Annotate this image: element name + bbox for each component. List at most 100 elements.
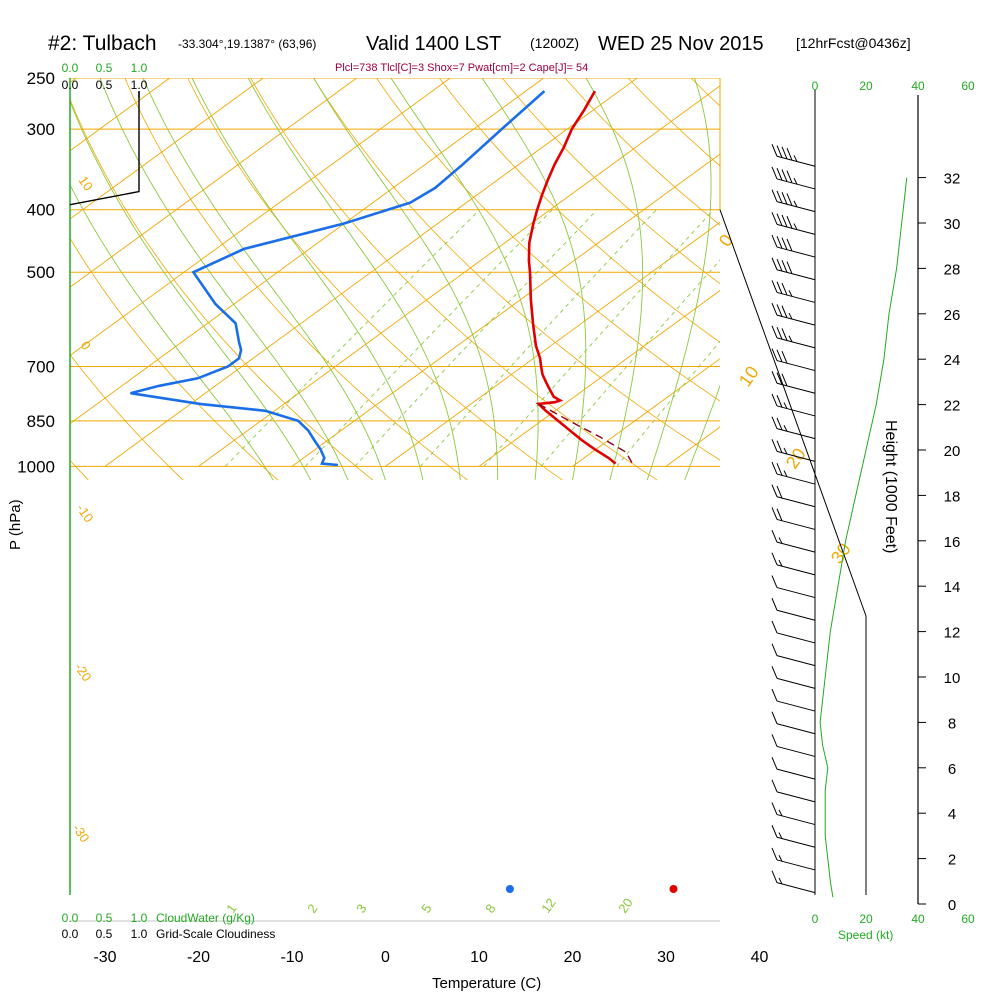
wind-barb-staff: [776, 723, 816, 735]
wind-barb-flag: [771, 484, 778, 497]
wind-barb: [771, 325, 816, 349]
wind-barb-flag: [771, 847, 778, 861]
right-panel-layer: 0020204040606002468101214161820222426283…: [719, 79, 975, 926]
speed-tick-bottom: 0: [812, 912, 819, 926]
wind-barb-flag: [771, 779, 778, 793]
wind-barb-staff: [776, 655, 816, 667]
wind-barb-flag: [776, 190, 783, 204]
wind-barb-flag: [771, 280, 778, 293]
wind-barb-flag: [781, 146, 788, 160]
height-tick-label: 14: [944, 579, 961, 596]
dry-adiabat-line: [70, 237, 279, 481]
moist-adiabat-line: [722, 78, 879, 480]
cloudwater-tick-top: 0.0: [62, 61, 79, 75]
wind-barb-flag: [781, 305, 788, 318]
dry-adiabat-line: [376, 78, 720, 402]
wind-barb-staff: [776, 450, 816, 462]
wind-barb-flag: [776, 372, 783, 385]
speed-tick-top: 40: [911, 79, 925, 93]
height-tick-label: 2: [948, 852, 956, 869]
height-tick-label: 24: [944, 352, 961, 369]
dry-adiabat-line: [70, 98, 374, 481]
temperature-tick-label: -10: [280, 949, 303, 966]
isotherm-label: -30: [70, 821, 93, 845]
wind-barb: [771, 643, 816, 667]
wind-barb-flag: [781, 373, 788, 387]
moist-adiabat-line: [247, 78, 461, 481]
dry-adiabat-line: [817, 78, 1000, 480]
x-axis-title: Temperature (C): [432, 975, 541, 992]
parcel-line: [538, 403, 634, 464]
wind-barb-flag: [771, 302, 778, 316]
moist-adiabat-line: [834, 78, 1000, 480]
wind-barb-half: [778, 559, 783, 567]
sounding-layer: [69, 90, 678, 893]
temperature-tick-label: -30: [93, 949, 116, 966]
pressure-tick-label: 500: [27, 263, 55, 282]
cloudwater-tick-top: 1.0: [131, 61, 148, 75]
dry-adiabat-layer: [70, 78, 1000, 481]
wind-barb-half: [783, 402, 788, 409]
pressure-tick-label: 250: [27, 69, 55, 88]
wind-barb-flag: [771, 257, 778, 270]
wind-barb-half: [778, 832, 783, 839]
wind-speed-line: [819, 177, 908, 898]
speed-tick-top: 20: [859, 79, 873, 93]
wind-barb-staff: [776, 473, 816, 485]
wind-barb: [771, 825, 816, 848]
wind-barb: [771, 348, 816, 372]
moist-adiabat-line: [191, 78, 424, 481]
wind-barb: [771, 189, 816, 213]
moist-adiabat-line: [684, 384, 720, 481]
isotherm-label: -10: [74, 501, 97, 525]
wind-barb-half: [788, 312, 793, 320]
wind-barb-staff: [776, 269, 816, 281]
wind-barb: [771, 598, 816, 621]
wind-barb: [771, 393, 816, 417]
height-tick-label: 18: [944, 488, 961, 505]
wind-barb-half: [793, 223, 798, 230]
wind-barb-staff: [776, 155, 816, 167]
utc-time: (1200Z): [530, 35, 579, 51]
cloudwater-tick-bottom: 0.5: [96, 911, 113, 925]
height-tick-label: 32: [944, 171, 961, 188]
speed-tick-bottom: 40: [911, 912, 925, 926]
mixing-ratio-label: 3: [353, 901, 369, 916]
wind-barb: [771, 756, 816, 780]
wind-barb-staff: [776, 428, 816, 440]
wind-barb-flag: [776, 395, 783, 408]
height-tick-label: 8: [948, 715, 956, 732]
moist-adiabat-line: [585, 78, 644, 481]
mixing-ratio-line: [616, 340, 720, 467]
temperature-tick-label: 40: [751, 949, 769, 966]
wind-barb: [771, 234, 816, 258]
wind-barb-flag: [776, 463, 783, 476]
wind-barb-flag: [781, 282, 788, 296]
wind-barb-staff: [776, 882, 816, 894]
wind-barb-flag: [771, 393, 778, 407]
temperature-tick-label: -20: [187, 949, 210, 966]
temperature-tick-label: 30: [657, 949, 675, 966]
wind-barb-flag: [771, 371, 778, 384]
cloudiness-label: Grid-Scale Cloudiness: [156, 927, 275, 941]
temperature-line: [527, 90, 617, 465]
wind-barb-staff: [776, 382, 816, 394]
wind-barb-flag: [771, 870, 778, 883]
wind-barb-flag: [786, 238, 793, 252]
wind-barb-staff: [776, 314, 816, 326]
wind-barb-staff: [776, 564, 816, 576]
wind-barb-staff: [776, 360, 816, 372]
moist-adiabat-line: [70, 183, 274, 481]
wind-barb-flag: [781, 192, 788, 205]
dry-adiabat-line: [942, 78, 1000, 480]
wind-barb-staff: [776, 677, 816, 689]
wind-barb: [771, 779, 816, 803]
wind-barb: [771, 870, 816, 894]
wind-barb-flag: [771, 144, 778, 157]
wind-barb-half: [783, 425, 788, 432]
isotherm-label: 10: [76, 173, 97, 193]
wind-barb-flag: [771, 189, 778, 202]
wind-barb: [771, 416, 816, 440]
wind-barb: [771, 666, 816, 689]
